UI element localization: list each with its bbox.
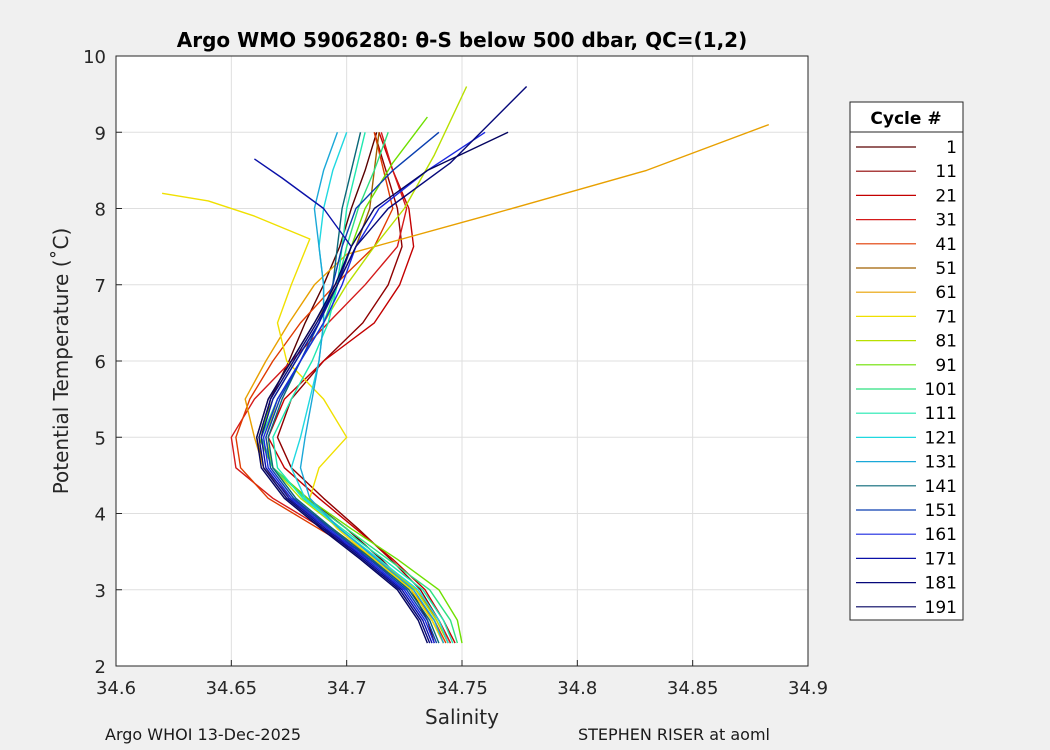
y-axis-label: Potential Temperature (˚C) (49, 228, 73, 495)
series-line-cycle-151 (265, 131, 440, 644)
y-tick-label: 5 (95, 428, 106, 449)
legend-label-cycle-21: 21 (935, 186, 957, 206)
legend-label-cycle-51: 51 (935, 259, 957, 279)
y-tick-label: 9 (95, 123, 106, 144)
series-line-cycle-11 (276, 132, 452, 644)
y-tick-label: 8 (95, 200, 106, 221)
y-tick-label: 10 (83, 47, 106, 68)
series-line-cycle-81 (265, 86, 468, 644)
legend-label-cycle-161: 161 (925, 525, 957, 545)
legend-label-cycle-1: 1 (946, 138, 957, 158)
legend-label-cycle-131: 131 (925, 453, 957, 473)
series-line-cycle-171 (254, 158, 433, 644)
series-line-cycle-111 (272, 132, 454, 644)
series-line-cycle-71 (161, 192, 445, 644)
legend-label-cycle-121: 121 (925, 428, 957, 448)
series-line-cycle-161 (262, 131, 486, 644)
chart-title: Argo WMO 5906280: θ-S below 500 dbar, QC… (177, 28, 747, 52)
series-line-cycle-121 (290, 132, 449, 644)
series-line-cycle-141 (267, 132, 440, 644)
legend-label-cycle-41: 41 (935, 235, 957, 255)
legend: Cycle # 11121314151617181911011111211311… (849, 101, 964, 621)
x-tick-label: 34.75 (436, 678, 488, 699)
legend-label-cycle-111: 111 (925, 404, 957, 424)
legend-entries: 1112131415161718191101111121131141151161… (856, 138, 957, 618)
x-tick-label: 34.65 (206, 678, 258, 699)
series-line-cycle-91 (258, 116, 463, 644)
footer-credit: STEPHEN RISER at aoml (578, 725, 770, 744)
y-tick-label: 7 (95, 276, 106, 297)
legend-label-cycle-191: 191 (925, 598, 957, 618)
series-lines (161, 86, 770, 644)
legend-label-cycle-81: 81 (935, 332, 957, 352)
footer-source: Argo WHOI 13-Dec-2025 (105, 725, 302, 744)
y-tick-label: 3 (95, 581, 106, 602)
series-line-cycle-61 (244, 123, 770, 644)
legend-label-cycle-181: 181 (925, 574, 957, 594)
x-tick-label: 34.7 (327, 678, 367, 699)
legend-label-cycle-141: 141 (925, 477, 957, 497)
y-tick-label: 4 (95, 505, 106, 526)
x-tick-label: 34.8 (557, 678, 597, 699)
legend-label-cycle-91: 91 (935, 356, 957, 376)
legend-label-cycle-61: 61 (935, 283, 957, 303)
legend-label-cycle-171: 171 (925, 549, 957, 569)
legend-label-cycle-11: 11 (935, 162, 957, 182)
y-tick-label: 2 (95, 657, 106, 678)
series-line-cycle-131 (299, 132, 445, 644)
series-line-cycle-181 (258, 86, 528, 644)
series-line-cycle-101 (260, 132, 459, 644)
legend-label-cycle-31: 31 (935, 211, 957, 231)
legend-label-cycle-151: 151 (925, 501, 957, 521)
axis-ticks: 34.6 34.65 34.7 34.75 34.8 34.85 34.9 2 3 4 5 6 7 8 9 1… (83, 47, 828, 699)
x-axis-label: Salinity (425, 705, 499, 729)
legend-label-cycle-71: 71 (935, 307, 957, 327)
x-tick-label: 34.9 (788, 678, 828, 699)
legend-title: Cycle # (870, 109, 941, 129)
x-tick-label: 34.85 (667, 678, 719, 699)
y-tick-label: 6 (95, 352, 106, 373)
legend-label-cycle-101: 101 (925, 380, 957, 400)
x-tick-label: 34.6 (96, 678, 136, 699)
series-line-cycle-191 (256, 131, 509, 644)
